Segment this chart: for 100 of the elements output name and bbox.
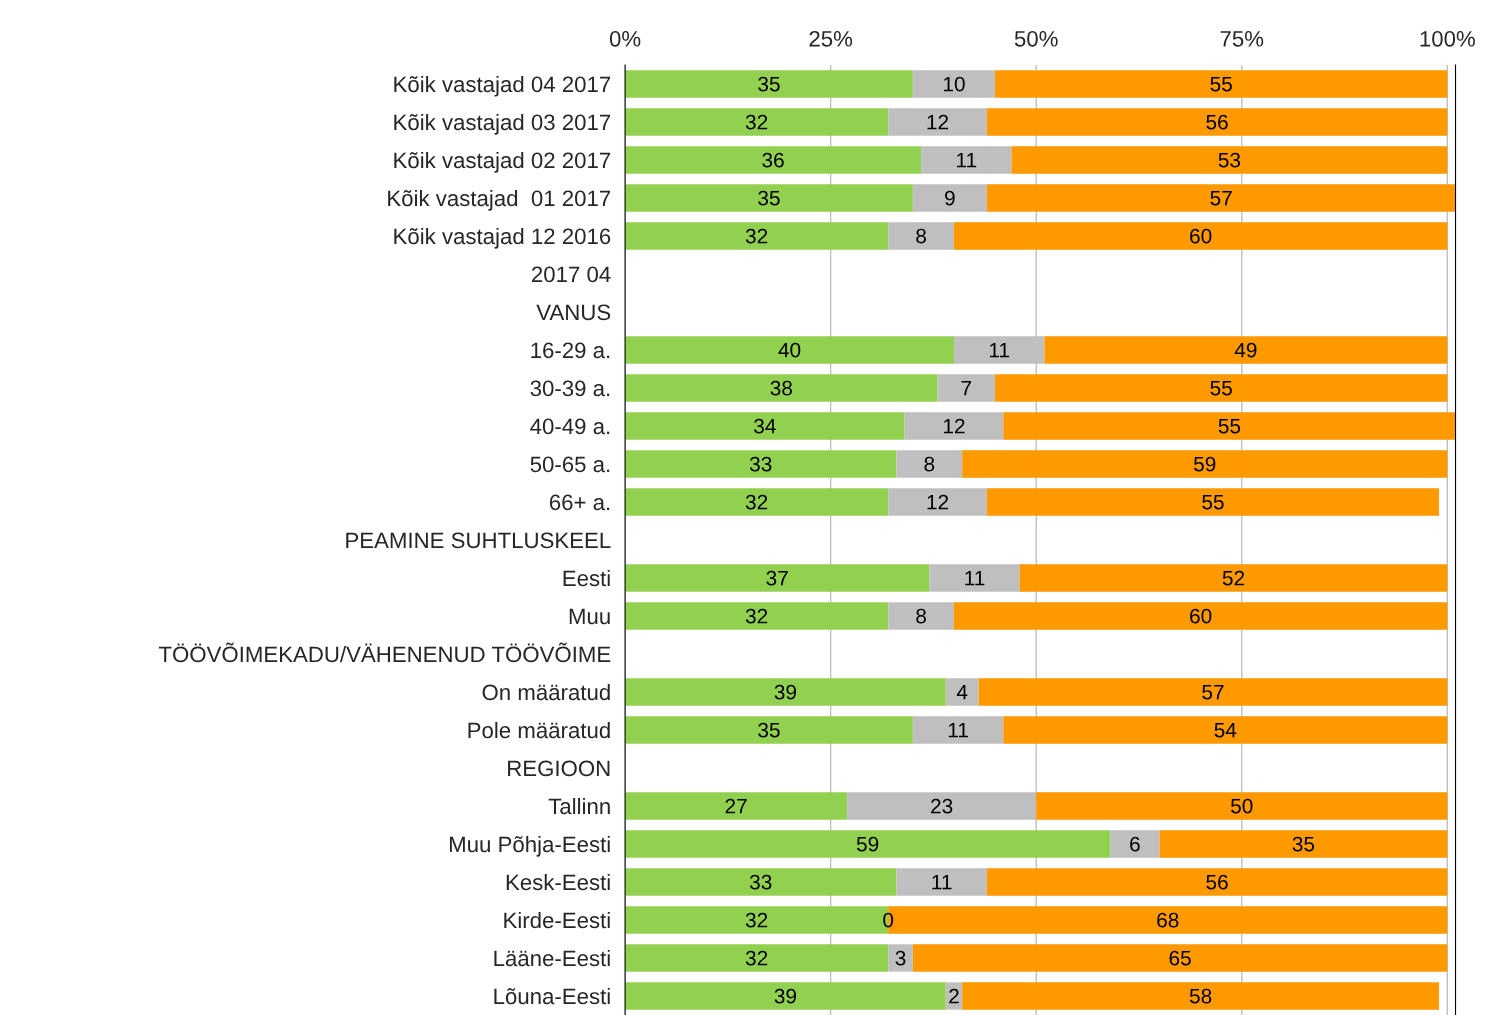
data-label: 8 <box>916 228 926 244</box>
data-label: 65 <box>1169 950 1191 966</box>
bar <box>1159 830 1448 858</box>
bar <box>986 488 1440 516</box>
bar <box>625 944 889 972</box>
bar <box>1003 412 1456 440</box>
bar <box>625 488 889 516</box>
data-label: 38 <box>770 380 792 396</box>
y-tick-label: Eesti <box>563 569 610 587</box>
data-label: 27 <box>725 798 747 814</box>
bar <box>625 982 946 1010</box>
data-label: 55 <box>1210 380 1232 396</box>
y-tick-label: Kirde-Eesti <box>504 911 610 929</box>
data-label: 34 <box>754 418 776 434</box>
data-label: 54 <box>1214 722 1237 738</box>
data-label: 32 <box>745 494 768 510</box>
data-label: 11 <box>932 874 952 890</box>
x-tick-label: 25% <box>809 30 853 47</box>
data-label: 11 <box>957 152 977 168</box>
data-label: 58 <box>1189 988 1212 1004</box>
data-label: 55 <box>1218 418 1241 434</box>
data-label: 56 <box>1206 114 1228 130</box>
data-label: 52 <box>1222 570 1245 586</box>
data-label: 57 <box>1210 190 1232 206</box>
bar <box>888 944 913 972</box>
y-tick-label: Kõik vastajad 02 2017 <box>394 151 611 173</box>
bar <box>929 564 1020 592</box>
bar <box>625 412 905 440</box>
bar <box>995 374 1448 402</box>
bar <box>1036 792 1448 820</box>
data-label: 7 <box>961 380 972 396</box>
data-label: 36 <box>762 152 784 168</box>
data-label: 59 <box>1194 456 1216 472</box>
data-label: 6 <box>1130 836 1140 852</box>
y-tick-label: Tallinn <box>548 797 610 815</box>
bar <box>1044 336 1448 364</box>
data-label: 4 <box>956 684 968 700</box>
bar <box>912 70 996 98</box>
annotation: 0 <box>883 912 894 928</box>
data-label: 32 <box>745 950 768 966</box>
data-label: 35 <box>1292 836 1315 852</box>
data-label: 32 <box>745 912 768 928</box>
bar <box>1019 564 1448 592</box>
y-tick-label: Lõuna-Eesti <box>494 987 610 1005</box>
data-label: 35 <box>758 190 780 206</box>
data-label: 8 <box>916 608 926 624</box>
y-tick-label: Kõik vastajad 03 2017 <box>394 113 611 135</box>
x-tick-label: 100% <box>1420 30 1475 47</box>
data-label: 60 <box>1190 228 1212 244</box>
y-tick-label: PEAMINE SUHTLUSKEEL <box>346 532 611 549</box>
data-label: 39 <box>774 988 797 1004</box>
bar <box>986 108 1448 136</box>
bar <box>847 792 1037 820</box>
data-label: 37 <box>766 570 788 586</box>
y-tick-label: Lääne-Eesti <box>494 949 610 967</box>
data-label: 56 <box>1206 874 1228 890</box>
bar <box>921 146 1012 174</box>
data-label: 33 <box>749 456 772 472</box>
bar <box>953 602 1448 630</box>
x-tick-label: 0% <box>609 30 641 47</box>
data-label: 53 <box>1218 152 1241 168</box>
data-label: 2 <box>949 988 959 1004</box>
data-label: 32 <box>745 114 768 130</box>
data-label: 59 <box>856 836 879 852</box>
data-label: 11 <box>948 722 968 738</box>
bar <box>625 146 922 174</box>
bar <box>625 868 897 896</box>
data-label: 3 <box>895 950 906 966</box>
bar <box>912 944 1448 972</box>
data-label: 32 <box>745 228 768 244</box>
y-tick-label: Muu <box>569 608 610 625</box>
bar <box>888 222 954 250</box>
data-label: 9 <box>945 190 955 206</box>
data-label: 57 <box>1202 684 1224 700</box>
data-label: 11 <box>989 342 1009 358</box>
data-label: 35 <box>758 722 780 738</box>
y-tick-label: 30-39 a. <box>530 380 610 397</box>
bar <box>888 602 954 630</box>
bar <box>888 488 987 516</box>
data-label: 12 <box>927 114 949 130</box>
y-tick-label: Muu Põhja-Eesti <box>449 835 610 857</box>
bar <box>625 564 930 592</box>
data-label: 23 <box>931 798 953 814</box>
bar <box>904 412 1004 440</box>
data-label: 60 <box>1190 608 1212 624</box>
data-label: 12 <box>943 418 965 434</box>
bar <box>986 184 1456 212</box>
bar <box>625 70 913 98</box>
y-tick-label: Kesk-Eesti <box>506 873 610 891</box>
bar <box>962 982 1440 1010</box>
x-tick-label: 75% <box>1220 31 1264 47</box>
data-label: 40 <box>778 342 801 358</box>
bar <box>1003 716 1448 744</box>
bar <box>978 678 1448 706</box>
data-label: 32 <box>745 608 768 624</box>
x-tick-label: 50% <box>1014 30 1058 47</box>
data-label: 39 <box>774 684 797 700</box>
y-tick-label: Kõik vastajad 01 2017 <box>388 189 611 211</box>
bar <box>1110 830 1160 858</box>
y-tick-label: 66+ a. <box>549 494 610 511</box>
